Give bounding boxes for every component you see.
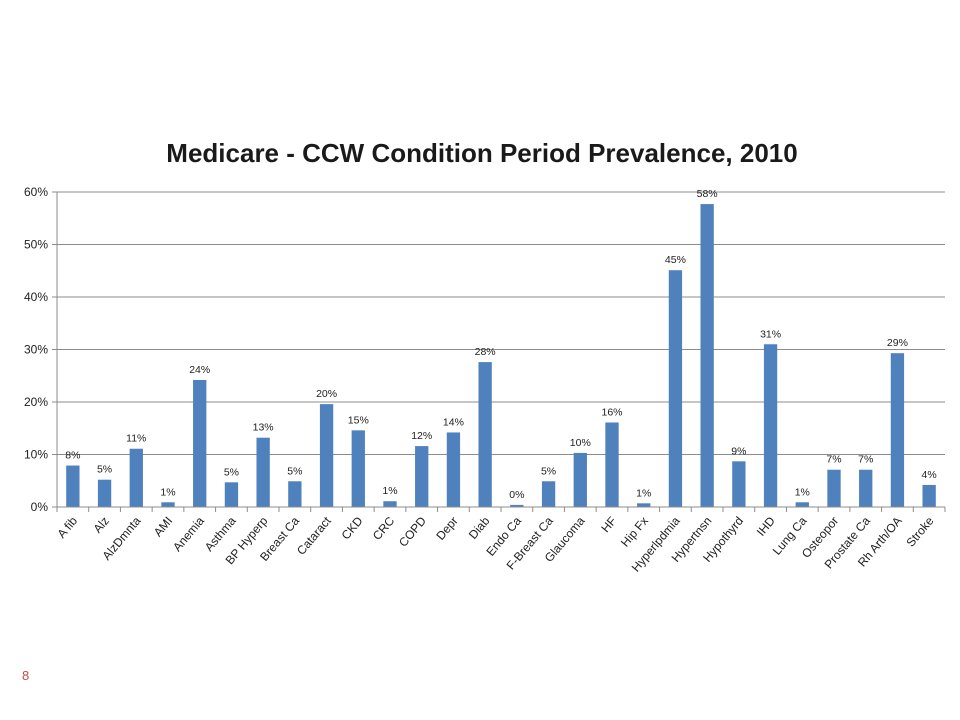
data-label: 45% [665,254,686,266]
gridlines [52,191,946,512]
bar [541,481,556,507]
bar [446,432,461,507]
bar [859,469,873,507]
data-label: 15% [348,414,369,426]
data-label: 11% [126,433,146,445]
bar [668,270,683,507]
data-label: 12% [411,430,432,442]
y-tick-label: 0% [31,500,49,514]
bar [129,448,143,507]
data-label: 24% [189,364,210,376]
data-label: 0% [509,489,524,501]
x-category-label: Diab [466,514,493,542]
bar [637,503,651,507]
bar [161,502,175,507]
data-label: 1% [795,486,810,498]
bar [415,446,429,507]
x-category-label: CRC [370,514,398,543]
y-tick-label: 30% [24,343,48,357]
bar [224,482,239,507]
x-category-label: Depr [433,514,460,543]
y-tick-label: 60% [24,185,48,199]
x-category-label: AMI [151,514,175,539]
data-label: 28% [475,346,496,358]
x-category-label: Anemia [170,514,207,554]
x-category-label: COPD [396,514,429,550]
data-labels: 8% 5% 11% 1% 24% 5% 13% 5% 20% 15% 1% 12% 14% 28% 0% 5%… [65,188,936,501]
bar [97,479,112,507]
data-label: 58% [697,188,718,200]
data-label: 13% [253,422,274,434]
y-tick-label: 50% [24,238,48,252]
data-label: 29% [887,337,908,349]
y-tick-label: 20% [24,395,48,409]
bar [732,461,746,507]
data-label: 14% [443,416,464,428]
data-label: 9% [731,445,746,457]
bar [193,379,207,507]
bar [288,481,302,507]
x-category-label: IHD [754,514,778,539]
bar [890,353,905,507]
data-label: 20% [316,388,337,400]
bar [827,469,841,507]
bar [510,504,524,507]
x-category-label: CKD [339,514,366,543]
x-category-label: A fib [54,514,80,541]
data-label: 7% [826,454,841,466]
bar [700,204,714,507]
bar [922,484,936,507]
y-tick-label: 40% [24,290,48,304]
bar [573,452,587,507]
data-label: 5% [541,465,556,477]
data-label: 1% [382,485,397,497]
data-label: 16% [601,406,622,418]
bar [256,437,270,507]
data-label: 8% [65,450,80,462]
data-label: 1% [160,486,175,498]
bars [66,204,936,507]
data-label: 1% [636,487,651,499]
data-label: 7% [858,454,873,466]
bar [351,430,365,507]
x-category-label: Stroke [903,514,936,550]
x-category-label: HF [598,514,619,535]
bar [763,344,778,507]
bar [383,501,397,507]
bar [605,422,619,507]
y-tick-label: 10% [24,448,48,462]
bar [66,465,80,507]
data-label: 5% [287,465,302,477]
chart-title: Medicare - CCW Condition Period Prevalen… [166,138,797,168]
data-label: 4% [922,469,937,481]
data-label: 5% [224,466,239,478]
bar [319,404,334,507]
data-label: 10% [570,437,591,449]
x-category-label: Cataract [294,513,334,557]
y-axis-ticks: 0% 10% 20% 30% 40% 50% 60% [24,185,48,514]
bar [478,362,492,507]
data-label: 31% [760,328,781,340]
bar [795,502,809,507]
data-label: 5% [97,464,112,476]
page-number: 8 [22,668,30,683]
x-category-label: Alz [90,514,111,536]
